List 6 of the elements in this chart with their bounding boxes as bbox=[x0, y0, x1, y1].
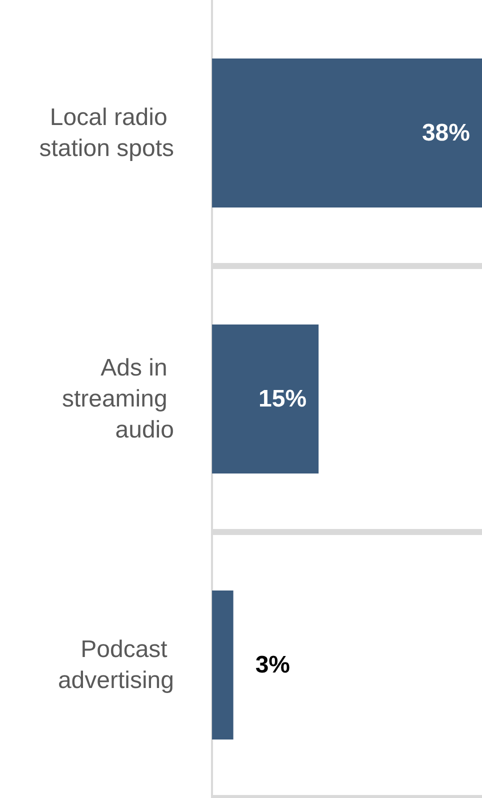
y-tick-label: Local radio station spots bbox=[39, 104, 174, 162]
data-label: 3% bbox=[255, 652, 290, 678]
data-label: 38% bbox=[422, 120, 470, 146]
data-label: 15% bbox=[258, 386, 307, 412]
y-tick-label: Podcast advertising bbox=[58, 636, 174, 694]
y-tick-label: Ads in streaming audio bbox=[62, 354, 174, 444]
